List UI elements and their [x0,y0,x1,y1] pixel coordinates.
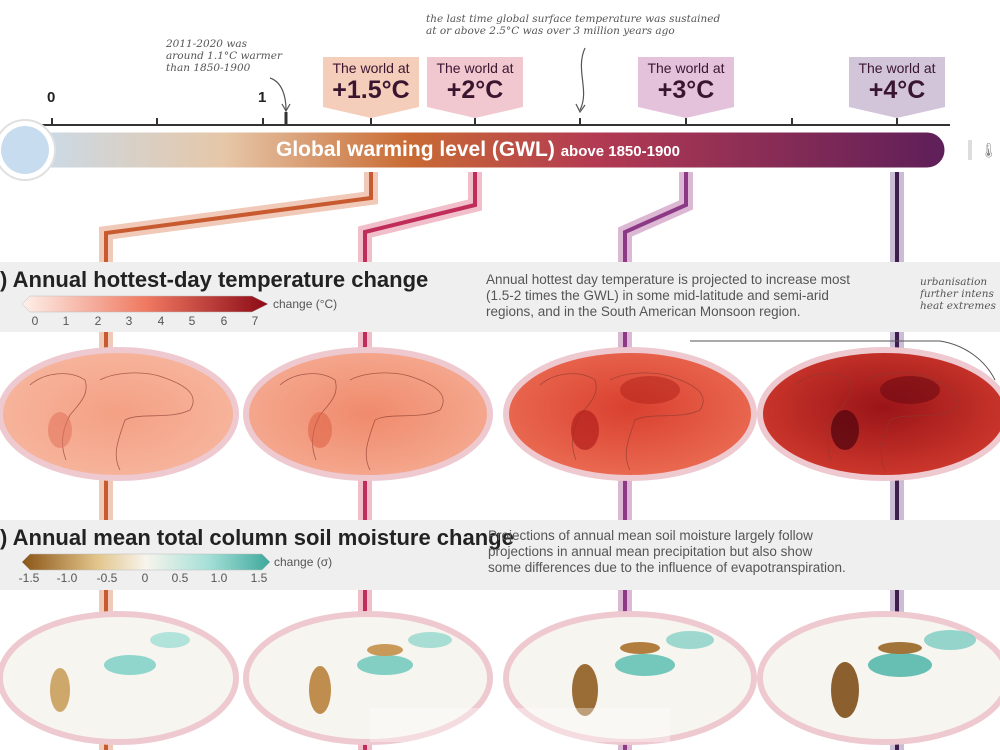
hot-tick: 6 [220,314,228,328]
gwl-box-shapes [323,57,945,118]
gwl-pre-label: The world at [332,60,410,76]
connector-3-line [623,172,688,750]
hot-map-2 [243,347,493,481]
gwl-box-4-shape [849,57,945,118]
soil-tick: 0.5 [171,571,189,585]
gwl-bar-title-main: Global warming level (GWL) [276,138,555,161]
note-arrows [269,47,996,381]
note-line: the last time global surface temperature… [426,13,721,25]
soil-tick: 1.5 [250,571,268,585]
gwl-box-1-5: The world at +1.5°C [323,57,419,105]
gwl-value: +1.5°C [332,76,410,104]
soil-tick: -0.5 [96,571,118,585]
gwl-pre-label: The world at [647,60,725,76]
note-line: around 1.1°C warmer [166,50,282,62]
gwl-box-2: The world at +2°C [427,57,523,105]
hot-map-3 [503,347,757,481]
note-line: than 1850-1900 [166,62,251,74]
gwl-box-4: The world at +4°C [849,57,945,105]
connector-1-5-line [104,172,373,750]
soil-maps [0,611,1000,745]
watermark-overlay [370,708,670,742]
hot-tick: 1 [62,314,70,328]
soil-section-description: Projections of annual mean soil moisture… [488,528,908,576]
soil-tick: 1.0 [210,571,228,585]
desc-line: some differences due to the influence of… [488,560,846,575]
desc-line: regions, and in the South American Monso… [486,304,801,319]
gwl-box-3: The world at +3°C [638,57,734,105]
hot-tick: 4 [157,314,165,328]
hot-tick: 5 [188,314,196,328]
hot-section-title: ) Annual hottest-day temperature change [0,267,429,292]
hot-tick: 3 [125,314,133,328]
note-2011-2020: 2011-2020 was around 1.1°C warmer than 1… [166,38,306,74]
gwl-value: +4°C [868,76,926,104]
hot-section-description: Annual hottest day temperature is projec… [486,272,906,320]
scale-label-0: 0 [47,89,56,106]
gwl-pre-label: The world at [436,60,514,76]
hot-maps [0,347,1000,481]
hot-tick: 7 [251,314,259,328]
gwl-box-2-shape [427,57,523,118]
hot-tick: 2 [94,314,102,328]
desc-line: Annual hottest day temperature is projec… [486,272,850,287]
gwl-value: +2°C [446,76,504,104]
gwl-box-1-5-shape [323,57,419,118]
desc-line: (1.5-2 times the GWL) in some mid-latitu… [486,288,829,303]
connector-2-line [363,172,477,750]
warming-scale [30,112,950,126]
hot-legend-bar [21,295,269,313]
note-line: further intens [920,288,994,300]
note-urbanisation: urbanisation further intens heat extreme… [920,276,1000,312]
desc-line: projections in annual mean precipitation… [488,544,813,559]
hot-legend-label: change (°C) [273,297,338,311]
note-line: heat extremes [920,300,996,312]
svg-text:🌡: 🌡 [980,143,998,159]
gwl-bar-title: Global warming level (GWL) above 1850-19… [276,138,680,162]
gwl-box-3-shape [638,57,734,118]
soil-legend-label: change (σ) [274,555,333,569]
gwl-bar-subtitle: above 1850-1900 [560,143,680,160]
desc-line: Projections of annual mean soil moisture… [488,528,813,543]
soil-tick: 0 [141,571,149,585]
soil-tick: -1.0 [56,571,78,585]
note-3-million-years: the last time global surface temperature… [426,13,746,37]
note-line: 2011-2020 was [166,38,247,50]
gwl-value: +3°C [657,76,715,104]
hot-map-4 [757,347,1000,481]
hot-tick: 0 [31,314,39,328]
scale-label-1: 1 [258,89,267,106]
soil-tick: -1.5 [18,571,40,585]
hot-map-1-5 [0,347,239,481]
note-line: at or above 2.5°C was over 3 million yea… [426,25,675,37]
thermometer: 🌡 [0,119,998,181]
note-line: urbanisation [920,276,988,288]
soil-legend-bar [21,553,271,571]
gwl-pre-label: The world at [858,60,936,76]
soil-section-title: ) Annual mean total column soil moisture… [0,525,514,550]
soil-map-1-5 [0,611,239,745]
